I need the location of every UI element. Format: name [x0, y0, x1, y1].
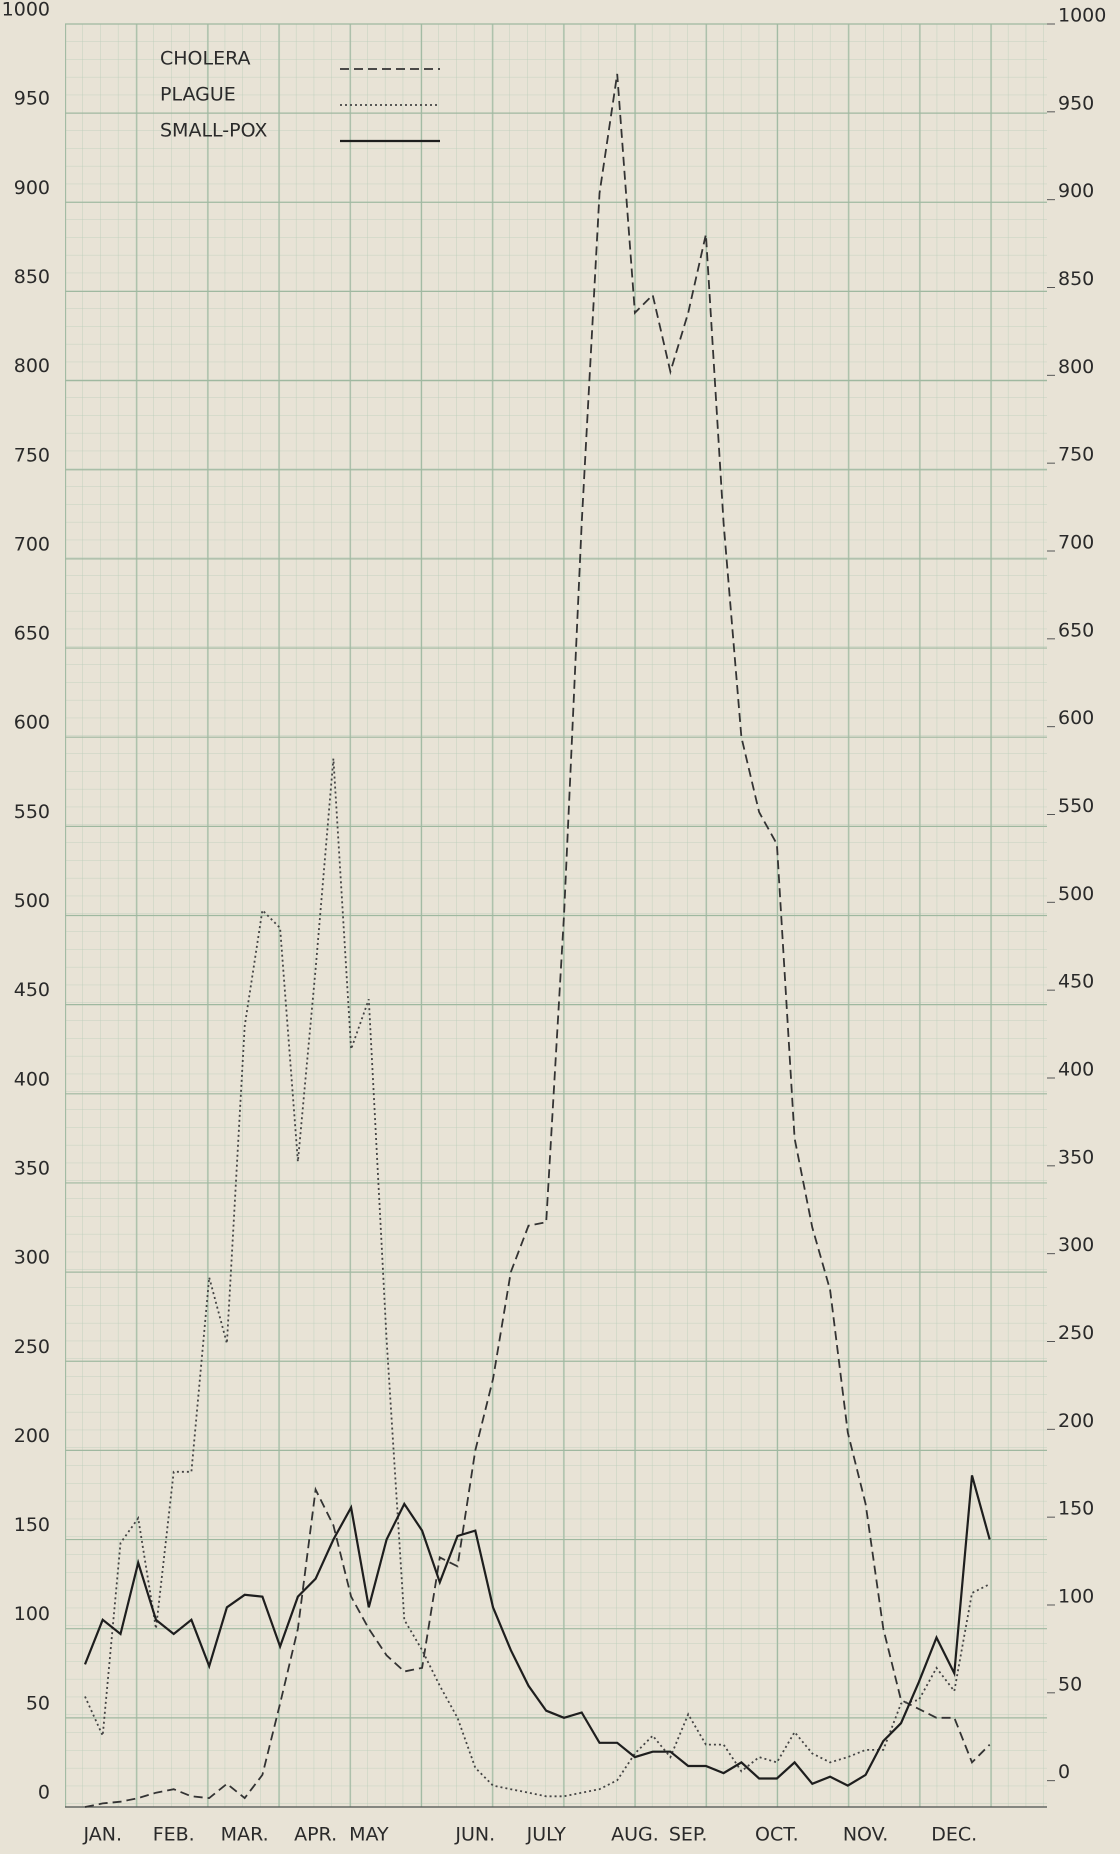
y2-tick-label: 150 [1058, 1498, 1094, 1520]
y2-tick-label: 700 [1058, 531, 1094, 553]
y2-tick-label: 600 [1058, 707, 1094, 729]
y-tick-label: 450 [14, 979, 50, 1001]
x-tick-label: AUG. [611, 1824, 659, 1846]
y-tick-label: 150 [14, 1514, 50, 1536]
y-tick-label: 750 [14, 444, 50, 466]
y2-tick-label: 1000 [1058, 5, 1106, 27]
x-tick-label: MAR. [221, 1824, 269, 1846]
y-tick-label: 350 [14, 1157, 50, 1179]
y2-tick-label: 900 [1058, 180, 1094, 202]
y2-tick-label: 350 [1058, 1146, 1094, 1168]
x-tick-label: APR. [294, 1824, 337, 1846]
series-line [84, 73, 991, 1808]
legend-label: PLAGUE [160, 84, 236, 106]
y-tick-label: 50 [26, 1692, 50, 1714]
x-tick-label: JUN. [454, 1824, 495, 1846]
y-tick-label: 650 [14, 623, 50, 645]
y-tick-label: 700 [14, 533, 50, 555]
y-tick-label: 550 [14, 801, 50, 823]
y2-tick-label: 450 [1058, 971, 1094, 993]
y2-tick-label: 100 [1058, 1585, 1094, 1607]
series-line [84, 758, 991, 1798]
y2-tick-label: 400 [1058, 1058, 1094, 1080]
y-tick-label: 950 [14, 88, 50, 110]
y2-tick-label: 500 [1058, 883, 1094, 905]
y-tick-label: 850 [14, 266, 50, 288]
y-tick-label: 400 [14, 1068, 50, 1090]
x-tick-label: JULY [526, 1824, 567, 1846]
x-tick-label: FEB. [153, 1824, 195, 1846]
y2-tick-label: 250 [1058, 1322, 1094, 1344]
y2-tick-label: 800 [1058, 356, 1094, 378]
series-line [83, 1475, 991, 1787]
y-tick-label: 200 [14, 1425, 50, 1447]
y2-tick-label: 50 [1058, 1673, 1082, 1695]
y2-tick-label: 300 [1058, 1234, 1094, 1256]
y2-tick-label: 850 [1058, 268, 1094, 290]
x-tick-label: NOV. [843, 1824, 888, 1846]
y-tick-label: 800 [14, 355, 50, 377]
legend-label: SMALL-POX [160, 120, 267, 142]
y2-tick-label: 550 [1058, 795, 1094, 817]
y-tick-label: 0 [38, 1782, 50, 1804]
y2-tick-label: 750 [1058, 444, 1094, 466]
x-tick-label: MAY [349, 1824, 389, 1846]
y2-tick-label: 0 [1058, 1761, 1070, 1783]
y2-tick-label: 950 [1058, 92, 1094, 114]
x-tick-label: JAN. [82, 1824, 122, 1846]
x-tick-label: DEC. [931, 1824, 977, 1846]
y2-tick-label: 200 [1058, 1410, 1094, 1432]
y-tick-label: 300 [14, 1247, 50, 1269]
y-tick-label: 1000 [2, 0, 50, 21]
y-tick-label: 900 [14, 177, 50, 199]
y-tick-label: 600 [14, 712, 50, 734]
y-tick-label: 500 [14, 890, 50, 912]
y2-tick-label: 650 [1058, 619, 1094, 641]
x-tick-label: SEP. [669, 1824, 708, 1846]
y-tick-label: 100 [14, 1603, 50, 1625]
y-tick-label: 250 [14, 1336, 50, 1358]
x-tick-label: OCT. [755, 1824, 799, 1846]
legend-label: CHOLERA [160, 48, 251, 70]
